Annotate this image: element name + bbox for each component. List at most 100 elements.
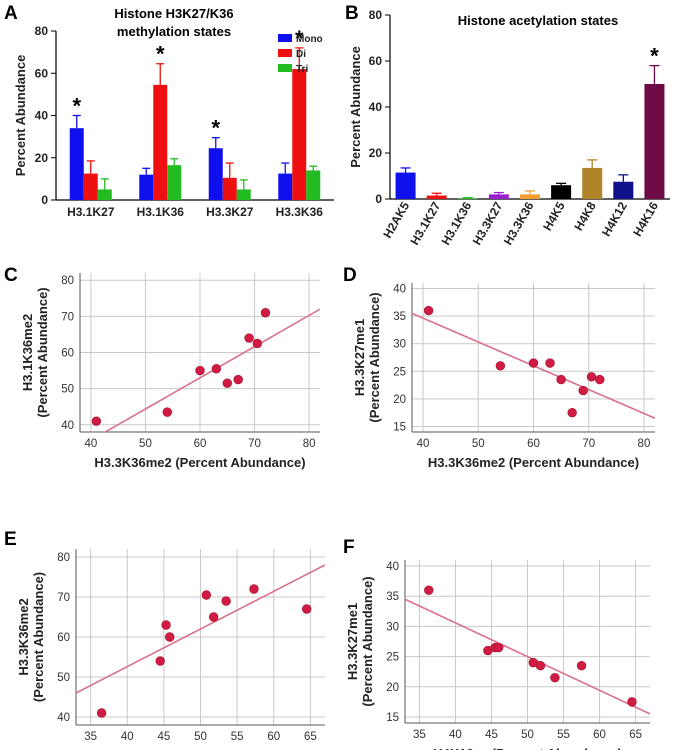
y-tick-label: 80 <box>61 275 74 287</box>
y-tick-label: 25 <box>393 366 406 378</box>
x-tick-label: 80 <box>638 438 651 450</box>
panel-letter-b: B <box>345 3 359 24</box>
significance-star: * <box>650 44 659 69</box>
x-tick-label: 40 <box>449 729 462 741</box>
y-tick-label: 35 <box>393 311 406 323</box>
regression-line <box>103 308 320 432</box>
bar <box>426 195 447 199</box>
data-point <box>545 358 555 368</box>
bar <box>153 84 168 200</box>
y-tick-label: 80 <box>35 24 49 38</box>
y-tick-label: 60 <box>57 632 70 644</box>
x-tick-label: H4K16 <box>630 199 661 239</box>
x-tick-label: 60 <box>194 438 207 450</box>
regression-line <box>76 564 325 694</box>
x-tick-label: 80 <box>303 438 316 450</box>
legend-swatch <box>278 34 292 42</box>
bar <box>306 170 321 200</box>
data-point <box>222 378 232 388</box>
data-point <box>578 385 588 396</box>
data-point <box>155 656 165 666</box>
y-tick-label: 0 <box>375 192 382 206</box>
data-point <box>233 374 243 385</box>
y-axis-label-line-2: (Percent Abundance) <box>31 572 46 702</box>
data-point <box>211 364 222 374</box>
x-axis-label: H4K16ac (Percent Abundance) <box>433 746 622 750</box>
x-tick-label: 40 <box>417 438 430 450</box>
y-tick-label: 40 <box>369 100 383 114</box>
data-point <box>208 612 219 622</box>
data-point <box>195 365 205 376</box>
bar <box>97 189 112 200</box>
data-point <box>493 642 504 653</box>
x-tick-label: 60 <box>593 729 606 741</box>
panel-b-title: Histone acetylation states <box>458 13 618 28</box>
y-tick-label: 30 <box>393 339 406 351</box>
panel-letter-d: D <box>343 265 357 286</box>
x-tick-label: H3.3K36 <box>501 199 537 247</box>
chart-b: 020406080H2AK5H3.1K27H3.1K36H3.3K27H3.3K… <box>348 8 670 248</box>
y-axis-label-line-2: (Percent Abundance) <box>35 287 50 417</box>
bar <box>457 198 478 200</box>
x-tick-label: 55 <box>231 731 244 743</box>
y-tick-label: 60 <box>61 348 74 360</box>
chart-a: 0 20 40 60 80 H3.1K27 H3.1K36 H3.3K27 H3.3K36 * * *… <box>13 24 334 219</box>
x-tick-label: H4K12 <box>599 199 630 239</box>
data-point <box>244 333 254 343</box>
significance-star: * <box>295 26 304 51</box>
bar <box>69 128 84 200</box>
y-axis-label: Percent Abundance <box>348 46 363 168</box>
bar <box>208 148 223 200</box>
data-point <box>424 585 434 595</box>
y-tick-label: 40 <box>393 284 406 296</box>
x-tick-label: 55 <box>557 729 570 741</box>
x-tick-label: 40 <box>85 438 98 450</box>
x-tick-label: 50 <box>521 729 534 741</box>
data-point <box>301 604 312 614</box>
bar <box>83 173 98 200</box>
y-tick-label: 60 <box>369 54 383 68</box>
data-point <box>627 697 637 707</box>
x-tick-label: 50 <box>194 731 207 743</box>
bar <box>488 194 509 199</box>
y-tick-label: 80 <box>369 8 383 22</box>
regression-line <box>405 598 650 715</box>
significance-star: * <box>72 94 81 119</box>
y-tick-label: 50 <box>61 384 74 396</box>
y-axis-label-line-2: (Percent Abundance) <box>367 292 382 422</box>
data-point <box>535 660 546 671</box>
x-axis-label: H4K16ac (Percent Abundance) <box>106 748 295 750</box>
panel-letter-a: A <box>4 3 18 24</box>
x-tick-label: H4K5 <box>540 199 568 233</box>
y-axis-label: Percent Abundance <box>13 55 28 177</box>
bar <box>222 177 237 200</box>
data-point <box>161 620 171 630</box>
data-point <box>221 596 231 606</box>
data-point <box>260 308 271 318</box>
bar <box>520 194 540 199</box>
significance-star: * <box>211 116 220 141</box>
x-tick-label: 35 <box>84 731 97 743</box>
y-tick-label: 20 <box>35 151 49 165</box>
panel-letter-f: F <box>343 537 355 558</box>
data-point <box>96 708 107 718</box>
x-tick-label: H3.3K36 <box>276 205 324 219</box>
y-tick-label: 20 <box>386 682 399 694</box>
data-point <box>423 305 434 316</box>
x-tick-label: 45 <box>157 731 170 743</box>
x-tick-label: 35 <box>413 729 426 741</box>
bar <box>236 189 251 200</box>
bar <box>613 181 634 199</box>
bar <box>551 185 572 199</box>
bar <box>278 173 293 200</box>
x-tick-label: 70 <box>582 438 595 450</box>
bar <box>644 84 665 199</box>
x-tick-label: 45 <box>485 729 498 741</box>
legend-label: Mono <box>296 34 323 45</box>
x-tick-label: 65 <box>629 729 642 741</box>
x-axis-label: H3.3K36me2 (Percent Abundance) <box>428 455 639 470</box>
chart-d: 40 50 60 70 80 15 20 25 30 35 40 H3.3K36me2 (Percen… <box>352 283 655 470</box>
data-point <box>586 372 597 382</box>
y-tick-label: 60 <box>35 66 49 80</box>
x-tick-label: H2AK5 <box>380 199 412 240</box>
